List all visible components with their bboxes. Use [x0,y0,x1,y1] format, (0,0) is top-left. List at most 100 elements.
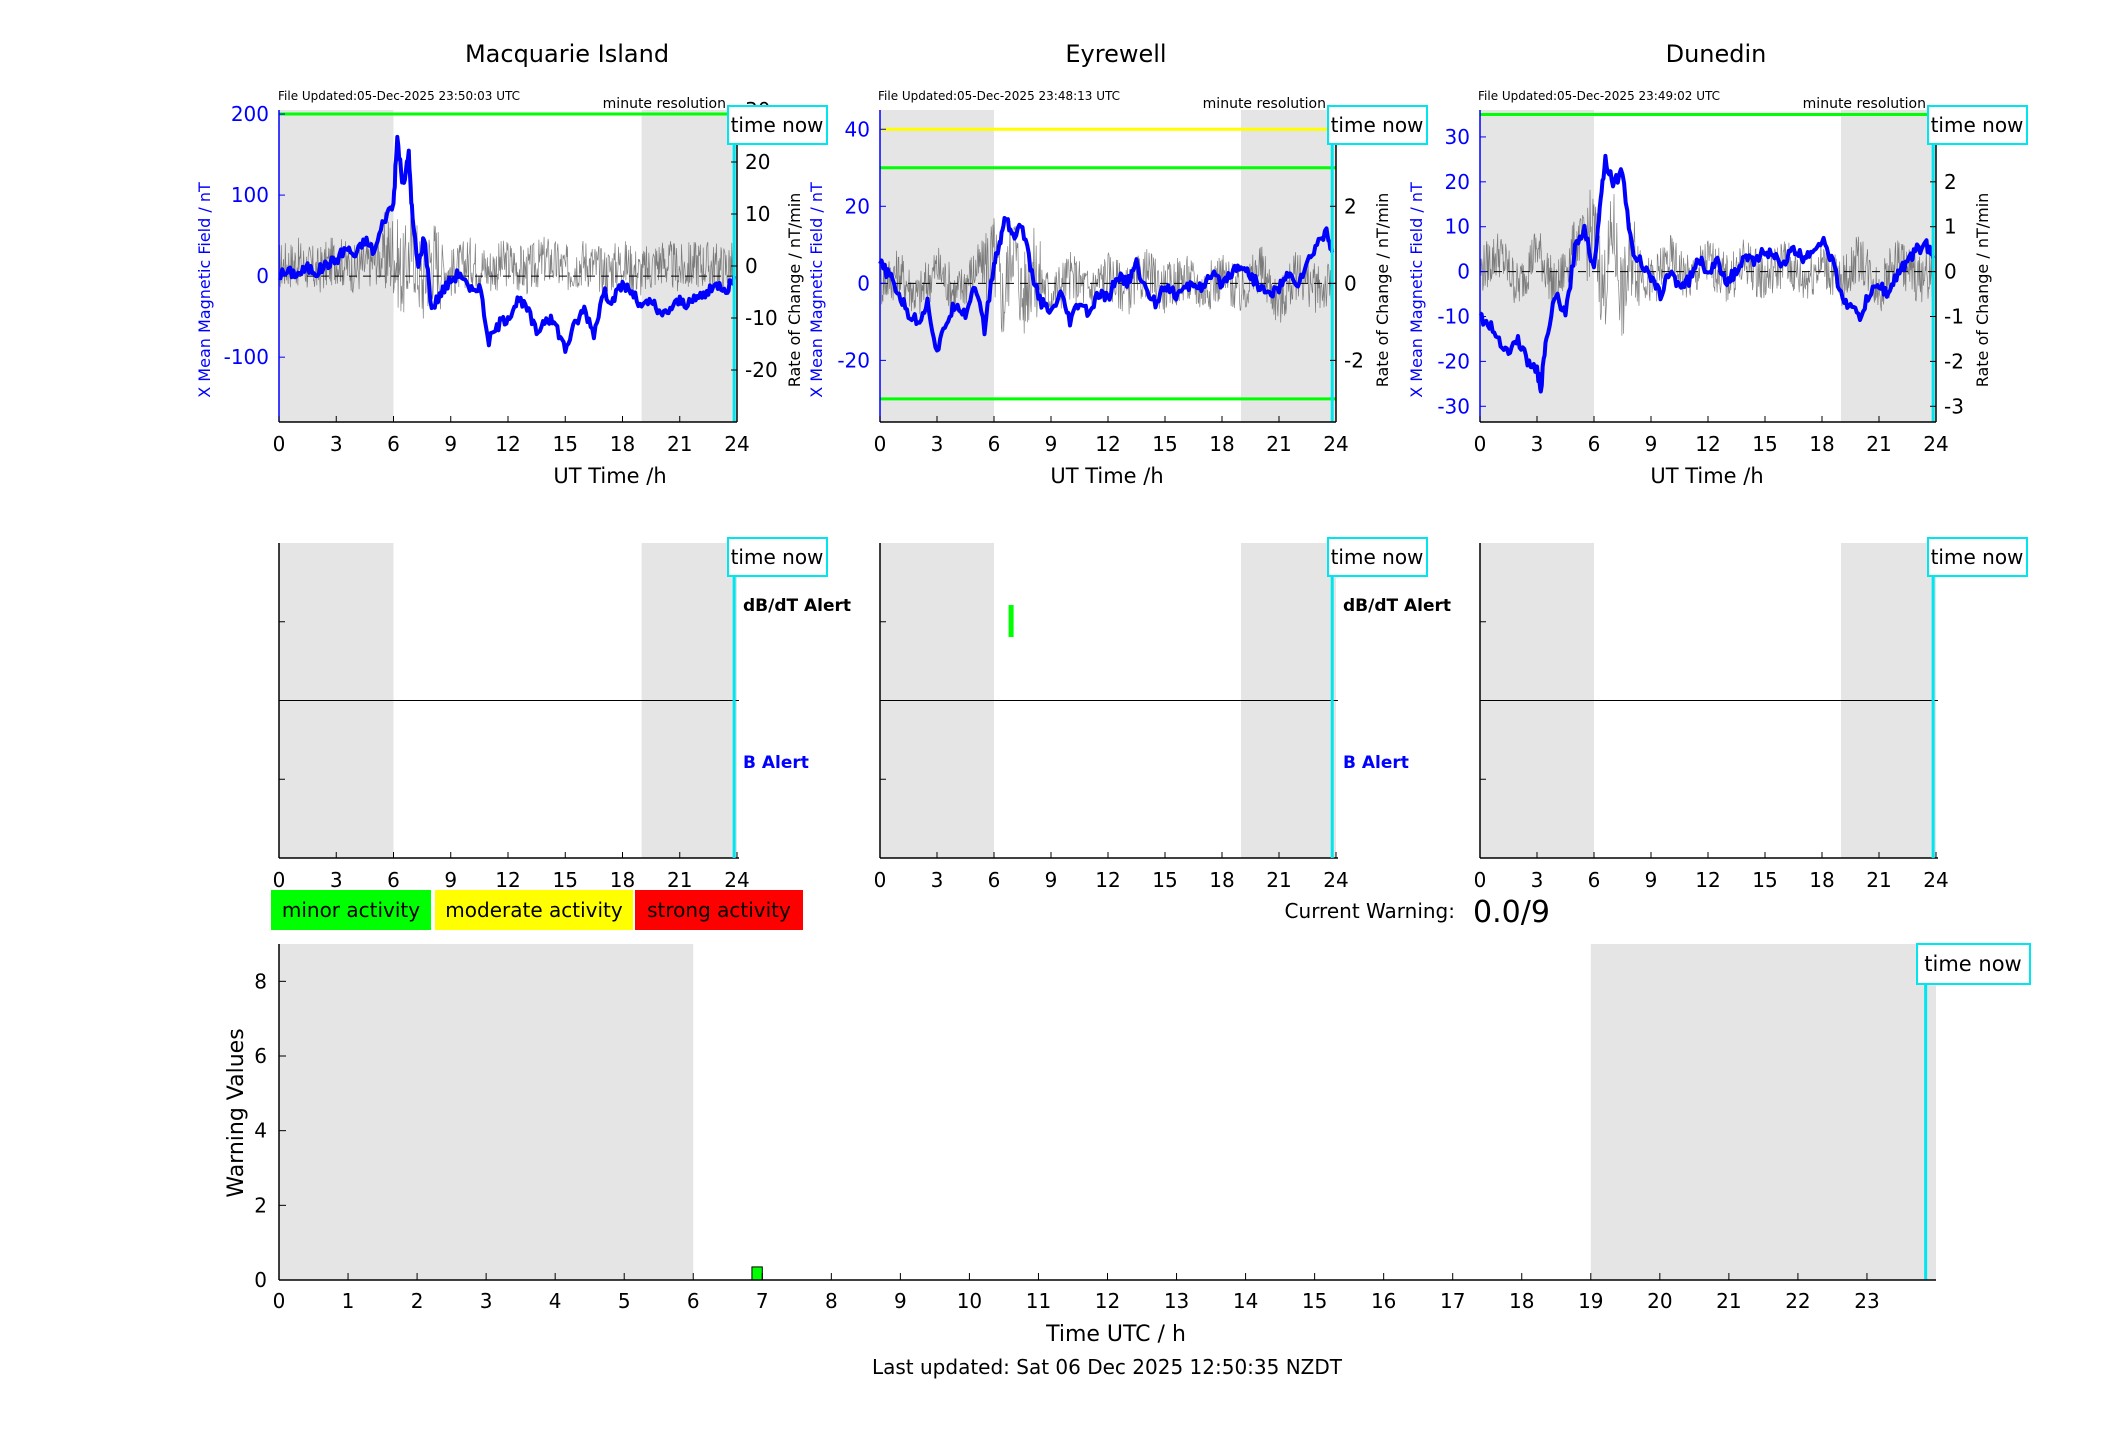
x-tick-label: 24 [1923,868,1948,892]
time-now-box [727,105,828,145]
alert-panel-eyrewell: 0 3 6 9 12 15 18 21 24 time now dB/dT Alert B Al… [874,537,1451,892]
minute-resolution-label: minute resolution [603,96,726,112]
x-tick-label: 9 [444,868,457,892]
magnetic-field-line [1478,153,1936,394]
x-tick-label: 13 [1164,1289,1189,1313]
left-tick-label: -10 [1437,305,1470,329]
time-now-box [727,537,828,577]
x-tick-label: 8 [825,1289,838,1313]
x-tick-label: 24 [724,432,749,456]
left-y-axis-label: X Mean Magnetic Field / nT [807,182,826,398]
dbdt-alert-label: dB/dT Alert [743,596,851,616]
station-title: Eyrewell [1065,40,1166,68]
x-tick-label: 24 [1323,432,1348,456]
file-updated: File Updated:05-Dec-2025 23:50:03 UTC [278,89,520,103]
x-tick-label: 9 [894,1289,907,1313]
legend-minor-label: minor activity [282,898,420,922]
minute-resolution-label: minute resolution [1203,96,1326,112]
x-tick-label: 15 [1152,432,1177,456]
left-tick-label: 0 [1457,260,1470,284]
x-tick-label: 15 [1302,1289,1327,1313]
x-tick-label: 18 [1209,868,1234,892]
current-warning-value: 0.0/9 [1473,895,1550,930]
left-tick-label: 30 [1445,125,1470,149]
x-tick-label: 18 [610,432,635,456]
x-tick-label: 11 [1026,1289,1051,1313]
x-tick-label: 12 [495,432,520,456]
left-tick-label: -20 [837,348,870,372]
right-tick-label: -10 [745,306,778,330]
left-tick-label: 0 [857,271,870,295]
x-tick-label: 21 [667,432,692,456]
alert-panel-dunedin: 0 3 6 9 12 15 18 21 24 time now [1474,537,2028,892]
left-tick-label: 10 [1445,215,1470,239]
x-tick-label: 12 [1695,432,1720,456]
x-tick-label: 6 [387,432,400,456]
x-tick-label: 7 [756,1289,769,1313]
right-tick-label: 20 [745,150,770,174]
alert-plot: 0 3 6 9 12 15 18 21 24 [1474,543,1949,892]
x-tick-label: 21 [1716,1289,1741,1313]
x-tick-label: 2 [411,1289,424,1313]
x-tick-label: 0 [273,432,286,456]
x-tick-label: 12 [495,868,520,892]
left-tick-label: 0 [256,264,269,288]
left-y-axis-label: X Mean Magnetic Field / nT [1407,182,1426,398]
right-tick-label: 0 [1944,260,1957,284]
x-tick-label: 24 [1323,868,1348,892]
x-tick-label: 23 [1854,1289,1879,1313]
x-tick-label: 5 [618,1289,631,1313]
x-tick-label: 15 [553,868,578,892]
y-tick-label: 0 [254,1268,267,1292]
y-tick-label: 6 [254,1044,267,1068]
right-y-axis-label: Rate of Change / nT/min [1373,193,1392,388]
right-tick-label: -2 [1944,349,1964,373]
legend-moderate-swatch [435,890,633,930]
x-tick-label: 21 [1866,868,1891,892]
time-now-label: time now [731,545,824,569]
time-now-label: time now [1331,545,1424,569]
left-tick-label: 200 [231,102,269,126]
x-tick-label: 21 [1266,432,1291,456]
x-tick-label: 19 [1578,1289,1603,1313]
warning-x-axis-label: Time UTC / h [1045,1322,1186,1347]
current-warning-label: Current Warning: [1285,899,1455,923]
b-alert-label: B Alert [743,753,809,773]
y-tick-label: 2 [254,1193,267,1217]
x-tick-label: 9 [444,432,457,456]
x-tick-label: 15 [1752,868,1777,892]
right-tick-label: -1 [1944,305,1964,329]
x-tick-label: 3 [1531,432,1544,456]
station-title: Macquarie Island [465,40,669,68]
x-tick-label: 3 [330,432,343,456]
x-tick-label: 18 [1809,868,1834,892]
x-tick-label: 17 [1440,1289,1465,1313]
station-title: Dunedin [1666,40,1767,68]
y-tick-label: 8 [254,969,267,993]
left-tick-label: 20 [1445,170,1470,194]
time-now-box [1927,537,2028,577]
night-shade [279,944,694,1280]
warning-values-chart: 0 1 2 3 4 5 6 7 8 9 10 11 12 13 14 15 16 17 18 19 20 21 22 2302… [254,944,1936,1313]
right-tick-label: 2 [1944,170,1957,194]
right-tick-label: 2 [1344,194,1357,218]
night-shade [1590,944,1936,1280]
time-now-label: time now [1331,113,1424,137]
station-panel-eyrewell: Eyrewell File Updated:05-Dec-2025 23:48:… [807,40,1428,488]
x-tick-label: 21 [1266,868,1291,892]
left-tick-label: 20 [845,194,870,218]
right-tick-label: -3 [1944,394,1964,418]
x-tick-label: 12 [1095,1289,1120,1313]
magnetic-field-line [878,216,1335,353]
x-tick-label: 21 [1866,432,1891,456]
legend-strong-swatch [635,890,803,930]
x-tick-label: 18 [1209,432,1234,456]
time-now-label: time now [1931,113,2024,137]
x-axis-label: UT Time /h [1650,464,1763,488]
x-tick-label: 0 [273,1289,286,1313]
time-now-box [1327,537,1428,577]
left-tick-label: -30 [1437,394,1470,418]
x-tick-label: 3 [931,868,944,892]
